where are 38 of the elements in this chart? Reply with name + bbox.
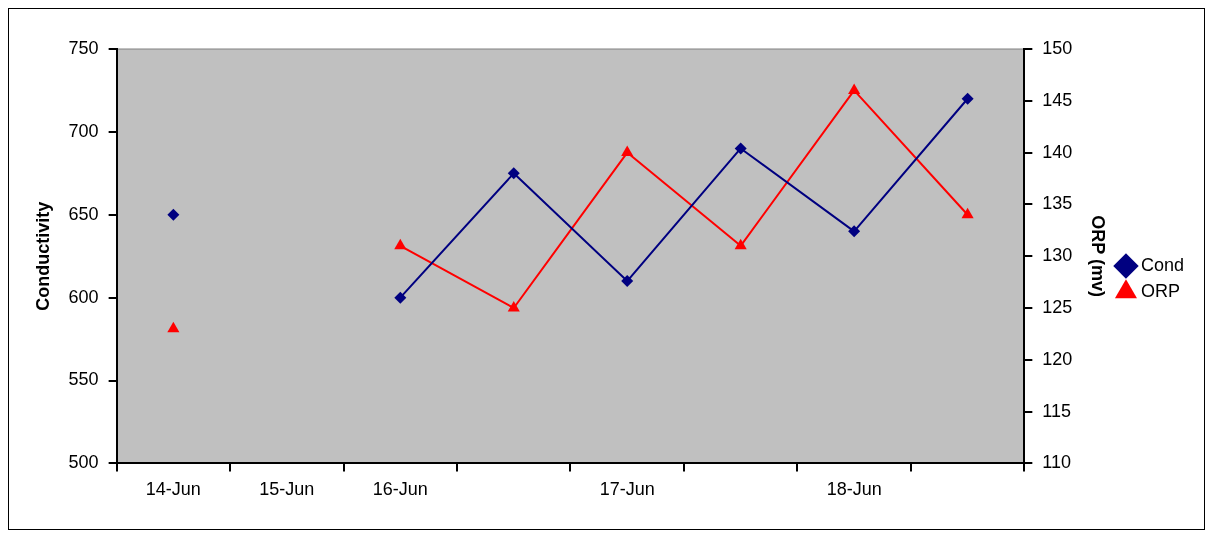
y2-tick-label: 115 <box>1042 400 1072 421</box>
x-tick-label: 17-Jun <box>599 479 655 500</box>
point <box>167 208 180 221</box>
point <box>621 275 634 288</box>
legend-label: Cond <box>1140 254 1184 275</box>
y2-tick-label: 130 <box>1042 245 1073 266</box>
y-tick-label: 500 <box>68 452 99 473</box>
y-tick-label: 600 <box>68 286 99 307</box>
x-tick-label: 18-Jun <box>826 479 882 500</box>
point <box>848 83 861 94</box>
y2-tick-label: 110 <box>1042 452 1072 473</box>
point <box>621 145 634 157</box>
y-tick-label: 650 <box>68 203 99 224</box>
point <box>734 238 747 250</box>
y2-tick-label: 150 <box>1042 37 1073 58</box>
y-tick-label: 700 <box>68 120 99 141</box>
point <box>961 207 974 219</box>
x-tick-label: 14-Jun <box>145 479 201 500</box>
y2-tick-label: 140 <box>1042 141 1073 162</box>
point <box>734 142 747 155</box>
point <box>167 321 180 333</box>
point <box>507 167 520 180</box>
x-tick-label: 15-Jun <box>259 479 315 500</box>
y2-tick-label: 135 <box>1042 193 1073 214</box>
point <box>394 291 407 304</box>
y2-tick-label: 125 <box>1042 296 1073 317</box>
y-axis-title: Conductivity <box>32 201 53 311</box>
point <box>848 225 861 238</box>
point <box>394 238 407 250</box>
x-tick-label: 16-Jun <box>372 479 428 500</box>
y2-axis-title: ORP (mv) <box>1088 215 1109 298</box>
y-tick-label: 550 <box>68 369 99 390</box>
y2-tick-label: 120 <box>1042 348 1073 369</box>
point <box>961 92 974 105</box>
point <box>507 301 520 312</box>
legend-label: ORP <box>1140 280 1180 301</box>
y2-tick-label: 145 <box>1042 89 1073 110</box>
y-tick-label: 750 <box>68 37 99 58</box>
